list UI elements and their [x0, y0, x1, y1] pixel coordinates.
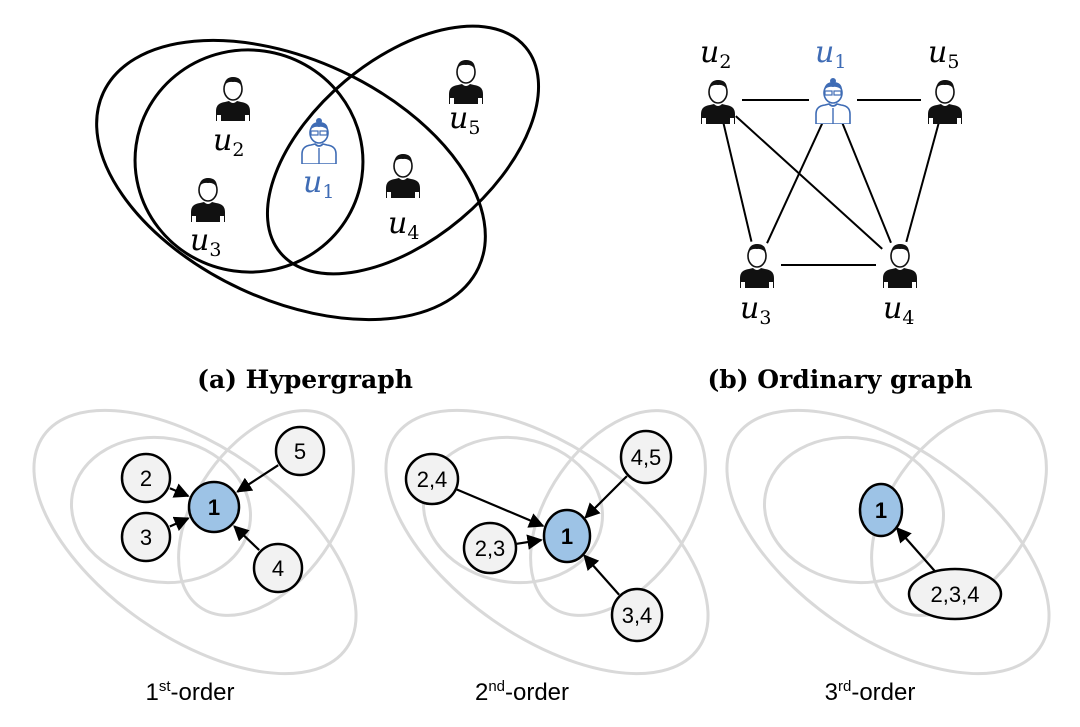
hyperedge-left — [421, 435, 605, 585]
caption-order-1: 1st-order — [145, 678, 234, 706]
center-node — [542, 508, 592, 564]
neighbor-node-label: 3,4 — [622, 603, 653, 628]
arrow-to-center — [233, 525, 260, 551]
neighbor-node — [252, 542, 304, 594]
neighbor-node-label: 2,4 — [417, 467, 448, 492]
label-u1: u1 — [303, 165, 334, 203]
graph-users: u2 u1 u5 u3 u4 — [700, 35, 963, 329]
edge-u1-u4 — [841, 121, 892, 244]
hyperedge-left — [69, 435, 253, 585]
graph-label-u5: u5 — [928, 35, 959, 73]
graph-edges — [722, 99, 940, 266]
neighbor-node — [610, 587, 664, 643]
graph-u1-icon — [815, 78, 851, 124]
neighbor-node-label: 2 — [140, 466, 152, 491]
order-panels: 2 3 5 4 1 2,4 2,3 4,5 3,4 1 2,3,4 1 — [32, 408, 1051, 676]
label-u5: u5 — [449, 101, 480, 139]
neighbor-node — [619, 429, 673, 485]
hyperedge-right — [870, 409, 1048, 617]
graph-label-u3: u3 — [740, 291, 771, 329]
hyperedge-large — [32, 408, 358, 676]
user-u3-icon — [190, 177, 226, 222]
user-u4-icon — [385, 153, 421, 198]
hyperedge-left — [133, 48, 365, 274]
edge-u2-u4 — [735, 115, 883, 250]
graph-label-u2: u2 — [700, 35, 731, 73]
hyperedge-large — [384, 408, 710, 676]
neighbor-node-label: 4 — [272, 556, 284, 581]
neighbor-node — [404, 452, 460, 506]
neighbor-node-label: 2,3,4 — [931, 582, 980, 607]
label-u2: u2 — [213, 123, 244, 161]
hyperedge-large — [95, 38, 487, 322]
edge-u5-u4 — [905, 122, 940, 243]
hyperedge-right — [265, 24, 541, 276]
neighbor-node-label: 4,5 — [631, 445, 662, 470]
edge-u2-u3 — [722, 123, 753, 242]
user-u1-icon — [301, 118, 337, 164]
caption-order-3: 3rd-order — [825, 678, 916, 706]
graph-u4-icon — [882, 243, 918, 288]
caption-order-2: 2nd-order — [475, 678, 569, 706]
neighbor-node-label: 2,3 — [475, 536, 506, 561]
hypergraph-panel — [95, 24, 541, 322]
arrow-to-center — [516, 534, 543, 550]
graph-u5-icon — [927, 79, 963, 124]
neighbor-node — [120, 452, 172, 504]
neighbor-node — [274, 425, 326, 477]
caption-ordinary-graph: (b) Ordinary graph — [707, 365, 972, 394]
neighbor-node-label: 3 — [140, 525, 152, 550]
arrow-to-center — [169, 516, 190, 531]
hyperedge-left — [762, 435, 946, 585]
hyperedge-right — [529, 409, 707, 617]
user-u5-icon — [448, 59, 484, 104]
graph-u2-icon — [700, 79, 736, 124]
center-node — [858, 482, 904, 538]
graph-u3-icon — [739, 243, 775, 288]
neighbor-node — [907, 567, 1003, 621]
caption-hypergraph: (a) Hypergraph — [197, 365, 413, 394]
arrow-to-center — [169, 483, 190, 498]
arrow-to-center — [895, 526, 938, 575]
arrow-to-center — [584, 475, 628, 519]
label-u3: u3 — [190, 223, 221, 261]
center-node-label: 1 — [561, 524, 573, 549]
hypergraph-users: u2 u1 u3 u4 u5 — [190, 59, 484, 261]
edge-u1-u3 — [766, 121, 824, 244]
order-panel-3: 2,3,4 1 — [725, 408, 1051, 676]
center-node-label: 1 — [208, 495, 220, 520]
label-u4: u4 — [388, 206, 419, 244]
neighbor-node — [462, 521, 518, 575]
hyperedge-large — [725, 408, 1051, 676]
neighbor-node — [120, 511, 172, 563]
arrow-to-center — [236, 464, 279, 493]
graph-label-u4: u4 — [883, 291, 914, 329]
hyperedge-right — [177, 409, 355, 617]
order-panel-1: 2 3 5 4 1 — [32, 408, 358, 676]
order-panel-2: 2,4 2,3 4,5 3,4 1 — [384, 408, 710, 676]
neighbor-node-label: 5 — [294, 439, 306, 464]
user-u2-icon — [215, 76, 251, 121]
arrow-to-center — [583, 554, 620, 596]
center-node — [187, 480, 241, 534]
graph-label-u1: u1 — [815, 35, 846, 73]
arrow-to-center — [456, 488, 545, 528]
center-node-label: 1 — [875, 498, 887, 523]
